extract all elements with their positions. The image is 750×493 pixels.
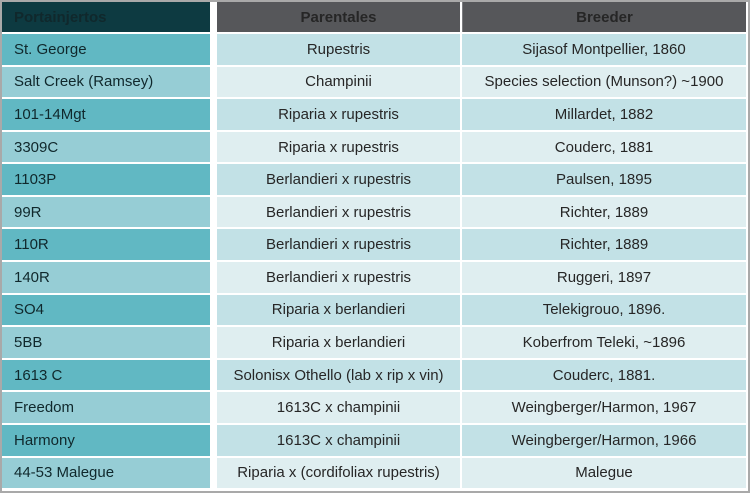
rootstock-cell: 1613 C bbox=[2, 359, 210, 391]
parentage-cell: Berlandieri x rupestris bbox=[217, 164, 460, 195]
table-row: 101-14Mgt Riparia x rupestris Millardet,… bbox=[2, 99, 746, 130]
table-row: 44-53 Malegue Riparia x (cordifoliax rup… bbox=[2, 457, 746, 489]
rootstock-cell: 44-53 Malegue bbox=[2, 457, 210, 489]
parentage-cell: Riparia x berlandieri bbox=[217, 327, 460, 358]
table-row: 5BB Riparia x berlandieri Koberfrom Tele… bbox=[2, 327, 746, 358]
table-row: 99R Berlandieri x rupestris Richter, 188… bbox=[2, 196, 746, 228]
table-row: Freedom 1613C x champinii Weingberger/Ha… bbox=[2, 392, 746, 423]
rootstock-cell: 140R bbox=[2, 262, 210, 293]
rootstock-cell: 5BB bbox=[2, 327, 210, 358]
rootstock-cell: 3309C bbox=[2, 131, 210, 163]
breeder-cell: Koberfrom Teleki, ~1896 bbox=[462, 327, 746, 358]
parentage-cell: Riparia x (cordifoliax rupestris) bbox=[217, 457, 460, 489]
parentage-cell: Champinii bbox=[217, 66, 460, 98]
parentage-cell: Riparia x rupestris bbox=[217, 99, 460, 130]
rootstock-cell: St. George bbox=[2, 34, 210, 65]
table-row: St. George Rupestris Sijasof Montpellier… bbox=[2, 34, 746, 65]
breeder-cell: Ruggeri, 1897 bbox=[462, 262, 746, 293]
table-row: 1103P Berlandieri x rupestris Paulsen, 1… bbox=[2, 164, 746, 195]
parentage-cell: 1613C x champinii bbox=[217, 424, 460, 456]
rootstock-cell: 110R bbox=[2, 229, 210, 261]
parentage-cell: Solonisx Othello (lab x rip x vin) bbox=[217, 359, 460, 391]
table-row: Salt Creek (Ramsey) Champinii Species se… bbox=[2, 66, 746, 98]
breeder-cell: Species selection (Munson?) ~1900 bbox=[462, 66, 746, 98]
header-cell-breeder: Breeder bbox=[462, 2, 746, 32]
parentage-cell: Riparia x berlandieri bbox=[217, 294, 460, 326]
parentage-cell: Riparia x rupestris bbox=[217, 131, 460, 163]
rootstock-cell: SO4 bbox=[2, 294, 210, 326]
table-row: 3309C Riparia x rupestris Couderc, 1881 bbox=[2, 131, 746, 163]
parentage-cell: 1613C x champinii bbox=[217, 392, 460, 423]
rootstock-cell: Freedom bbox=[2, 392, 210, 423]
breeder-cell: Telekigrouo, 1896. bbox=[462, 294, 746, 326]
table-row: SO4 Riparia x berlandieri Telekigrouo, 1… bbox=[2, 294, 746, 326]
header-cell-parentales: Parentales bbox=[217, 2, 460, 32]
header-cell-portainjertos: Portainjertos bbox=[2, 2, 210, 32]
breeder-cell: Couderc, 1881. bbox=[462, 359, 746, 391]
parentage-cell: Berlandieri x rupestris bbox=[217, 196, 460, 228]
rootstock-cell: Harmony bbox=[2, 424, 210, 456]
breeder-cell: Richter, 1889 bbox=[462, 229, 746, 261]
table-row: Harmony 1613C x champinii Weingberger/Ha… bbox=[2, 424, 746, 456]
breeder-cell: Couderc, 1881 bbox=[462, 131, 746, 163]
table-row: 1613 C Solonisx Othello (lab x rip x vin… bbox=[2, 359, 746, 391]
breeder-cell: Weingberger/Harmon, 1966 bbox=[462, 424, 746, 456]
table-row: 110R Berlandieri x rupestris Richter, 18… bbox=[2, 229, 746, 261]
breeder-cell: Malegue bbox=[462, 457, 746, 489]
rootstock-cell: 1103P bbox=[2, 164, 210, 195]
rootstock-cell: 99R bbox=[2, 196, 210, 228]
breeder-cell: Weingberger/Harmon, 1967 bbox=[462, 392, 746, 423]
rootstock-cell: Salt Creek (Ramsey) bbox=[2, 66, 210, 98]
breeder-cell: Paulsen, 1895 bbox=[462, 164, 746, 195]
table-row: 140R Berlandieri x rupestris Ruggeri, 18… bbox=[2, 262, 746, 293]
parentage-cell: Rupestris bbox=[217, 34, 460, 65]
breeder-cell: Richter, 1889 bbox=[462, 196, 746, 228]
rootstock-cell: 101-14Mgt bbox=[2, 99, 210, 130]
parentage-cell: Berlandieri x rupestris bbox=[217, 229, 460, 261]
breeder-cell: Sijasof Montpellier, 1860 bbox=[462, 34, 746, 65]
header-row: Portainjertos Parentales Breeder bbox=[2, 2, 746, 32]
breeder-cell: Millardet, 1882 bbox=[462, 99, 746, 130]
parentage-cell: Berlandieri x rupestris bbox=[217, 262, 460, 293]
